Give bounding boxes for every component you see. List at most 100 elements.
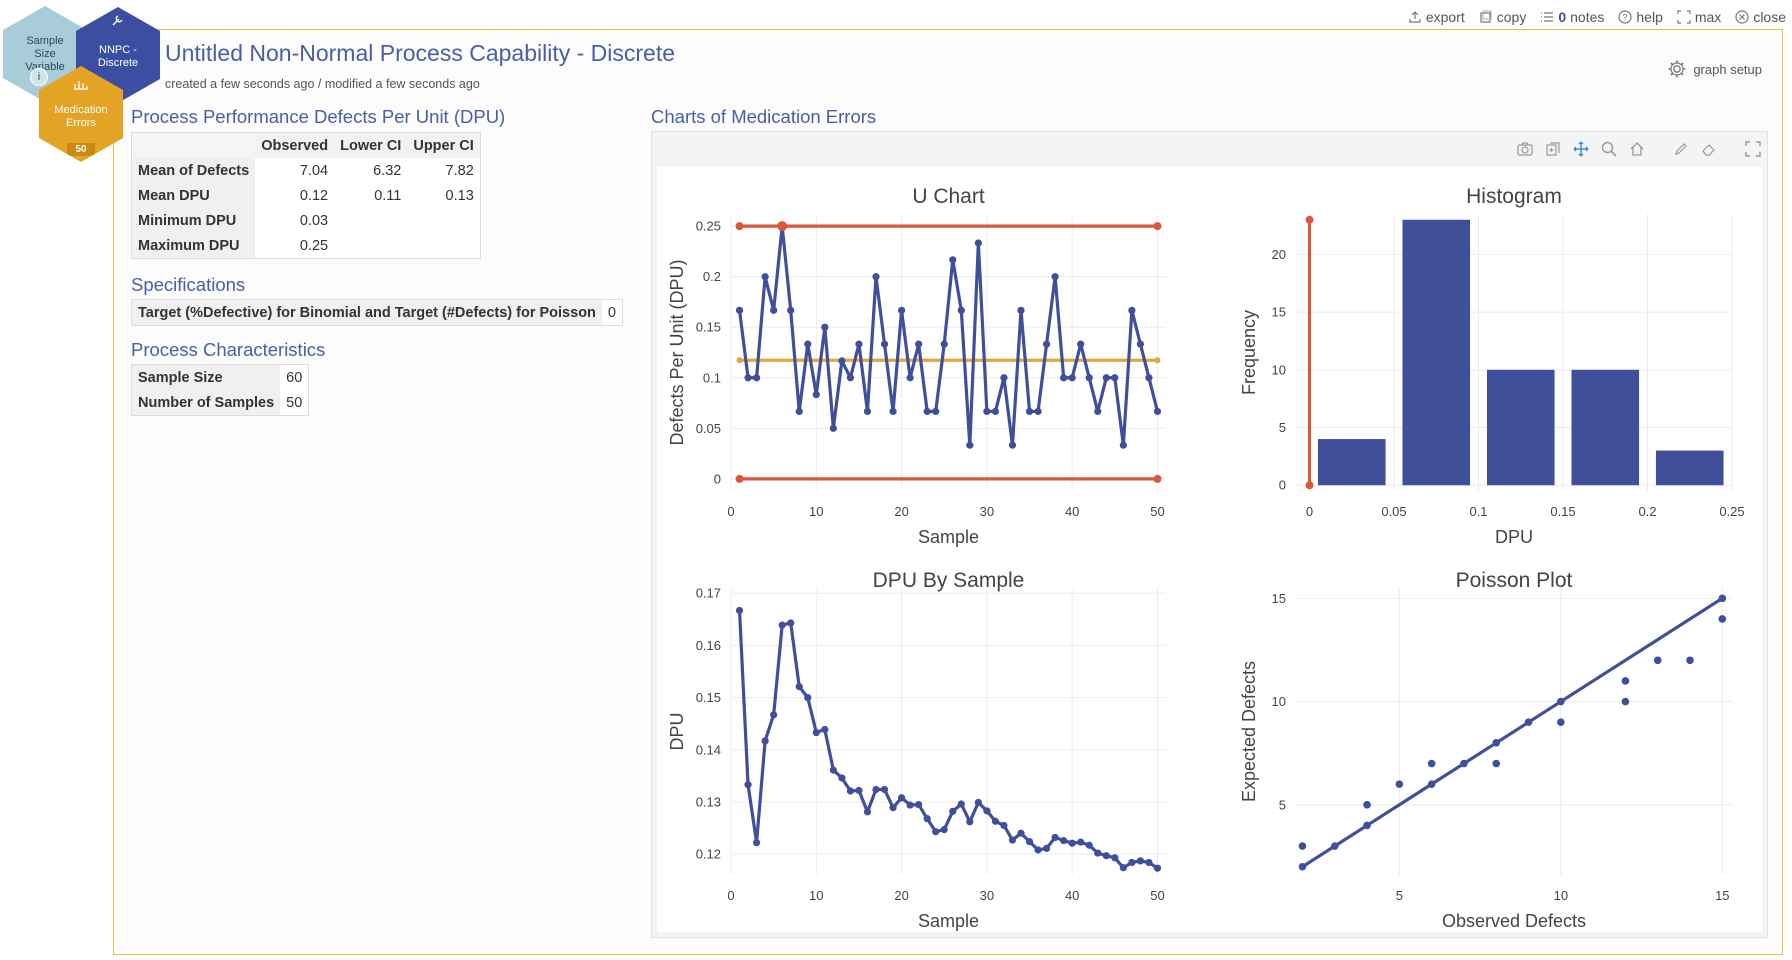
poisson-point xyxy=(1363,821,1371,830)
cell-value: 50 xyxy=(286,394,303,411)
cumulative-dpu-line xyxy=(737,610,1159,870)
y-tick-label: 10 xyxy=(1272,694,1286,709)
graph-setup-button[interactable]: graph setup xyxy=(1666,58,1762,80)
info-icon[interactable]: i xyxy=(30,68,48,86)
cumulative-dpu-point xyxy=(778,621,786,629)
x-tick-label: 50 xyxy=(1150,888,1164,903)
help-button[interactable]: ? help xyxy=(1618,9,1663,25)
zoom-icon[interactable] xyxy=(1600,140,1618,158)
dpu-series-point xyxy=(761,273,769,281)
copy-chart-icon[interactable] xyxy=(1544,140,1562,158)
copy-label: copy xyxy=(1496,9,1527,25)
hex-medication-errors[interactable]: Medication Errors 50 xyxy=(39,66,123,162)
dpu-series-point xyxy=(940,340,948,348)
cumulative-dpu-point xyxy=(1128,858,1136,867)
dpu-series-point xyxy=(889,407,897,416)
table-corner xyxy=(132,133,256,158)
chart-title: Poisson Plot xyxy=(1456,569,1573,592)
poisson-point xyxy=(1621,677,1630,685)
histogram-bar xyxy=(1486,369,1555,486)
cell-observed: 0.03 xyxy=(299,212,329,229)
max-button[interactable]: max xyxy=(1677,9,1721,25)
dpu-series-point xyxy=(1119,441,1127,449)
graph-setup-label: graph setup xyxy=(1693,61,1762,77)
table-row: Mean DPU 0.12 0.11 0.13 xyxy=(132,183,480,208)
poisson-point xyxy=(1427,759,1436,768)
cumulative-dpu-point xyxy=(991,817,1000,825)
cumulative-dpu-point xyxy=(829,766,837,774)
y-tick-label: 0 xyxy=(1279,478,1286,493)
poisson-point xyxy=(1653,656,1662,665)
dpu-series-point xyxy=(1025,407,1034,416)
ucl-marker xyxy=(1153,222,1162,231)
fullscreen-icon[interactable] xyxy=(1744,140,1762,158)
copy-icon xyxy=(1480,10,1492,23)
dpu-series-point xyxy=(855,340,863,348)
home-icon[interactable] xyxy=(1628,140,1646,158)
fit-line xyxy=(1301,596,1724,869)
gear-icon xyxy=(1668,60,1686,78)
dpu-series-point xyxy=(974,239,982,247)
x-tick-label: 10 xyxy=(809,504,823,519)
bar-chart-icon xyxy=(74,81,88,90)
target-marker xyxy=(1305,481,1314,490)
cumulative-dpu-point xyxy=(1025,838,1034,846)
max-label: max xyxy=(1694,9,1722,25)
dpu-series-point xyxy=(923,407,931,416)
row-label: Mean DPU xyxy=(132,183,256,208)
column-header: Lower CI xyxy=(334,133,408,158)
page-title[interactable]: Untitled Non-Normal Process Capability -… xyxy=(165,40,675,66)
table-row: Minimum DPU 0.03 xyxy=(132,208,480,233)
cumulative-dpu-point xyxy=(966,818,974,826)
dpu-series-point xyxy=(821,323,829,331)
pan-icon[interactable] xyxy=(1572,140,1590,158)
close-icon xyxy=(1735,10,1749,24)
y-tick-label: 0.25 xyxy=(696,219,721,234)
dpu-series-point xyxy=(1051,273,1059,281)
eraser-icon[interactable] xyxy=(1700,140,1718,158)
poisson-point xyxy=(1330,842,1339,850)
cumulative-dpu-point xyxy=(932,828,940,836)
export-button[interactable]: export xyxy=(1408,9,1465,25)
camera-icon[interactable] xyxy=(1516,140,1534,158)
dpu-series-point xyxy=(1008,441,1017,449)
cumulative-dpu-point xyxy=(949,807,957,815)
close-label: close xyxy=(1753,9,1786,25)
y-tick-label: 10 xyxy=(1272,362,1286,377)
poisson-point xyxy=(1718,615,1727,623)
dpu-series-point xyxy=(915,340,923,348)
dpu-series-point xyxy=(863,407,872,416)
copy-button[interactable]: copy xyxy=(1479,9,1527,25)
x-tick-label: 10 xyxy=(1554,888,1568,903)
row-label: Number of Samples xyxy=(132,390,281,415)
close-button[interactable]: close xyxy=(1735,9,1786,25)
y-tick-label: 0.15 xyxy=(696,690,721,705)
cumulative-dpu-point xyxy=(744,781,752,789)
draw-icon[interactable] xyxy=(1672,140,1690,158)
notes-button[interactable]: 0 notes xyxy=(1540,9,1604,25)
notes-label: notes xyxy=(1570,9,1605,25)
tools-icon xyxy=(112,15,123,26)
cell-value: 0 xyxy=(607,304,616,321)
cumulative-dpu-point xyxy=(863,808,872,816)
poisson-point xyxy=(1557,697,1565,706)
histogram-bar xyxy=(1571,369,1640,486)
cell-upper-ci: 0.13 xyxy=(445,187,474,204)
poisson-point xyxy=(1557,718,1565,727)
y-tick-label: 5 xyxy=(1279,797,1286,812)
histogram-bar xyxy=(1655,450,1724,486)
poisson-point xyxy=(1492,739,1501,747)
cumulative-dpu-point xyxy=(752,839,761,847)
hex3-label: Medication Errors xyxy=(54,104,108,129)
table-row: Target (%Defective) for Binomial and Tar… xyxy=(132,300,622,325)
export-label: export xyxy=(1425,9,1465,25)
target-marker xyxy=(1305,215,1314,224)
cumulative-dpu-point xyxy=(1060,836,1068,845)
poisson-point xyxy=(1427,780,1436,788)
histogram-bar xyxy=(1317,439,1386,486)
cumulative-dpu-point xyxy=(1145,858,1153,867)
svg-text:?: ? xyxy=(1623,13,1628,23)
dpu-series-point xyxy=(880,340,889,348)
cumulative-dpu-point xyxy=(915,800,923,809)
cumulative-dpu-point xyxy=(983,807,991,815)
